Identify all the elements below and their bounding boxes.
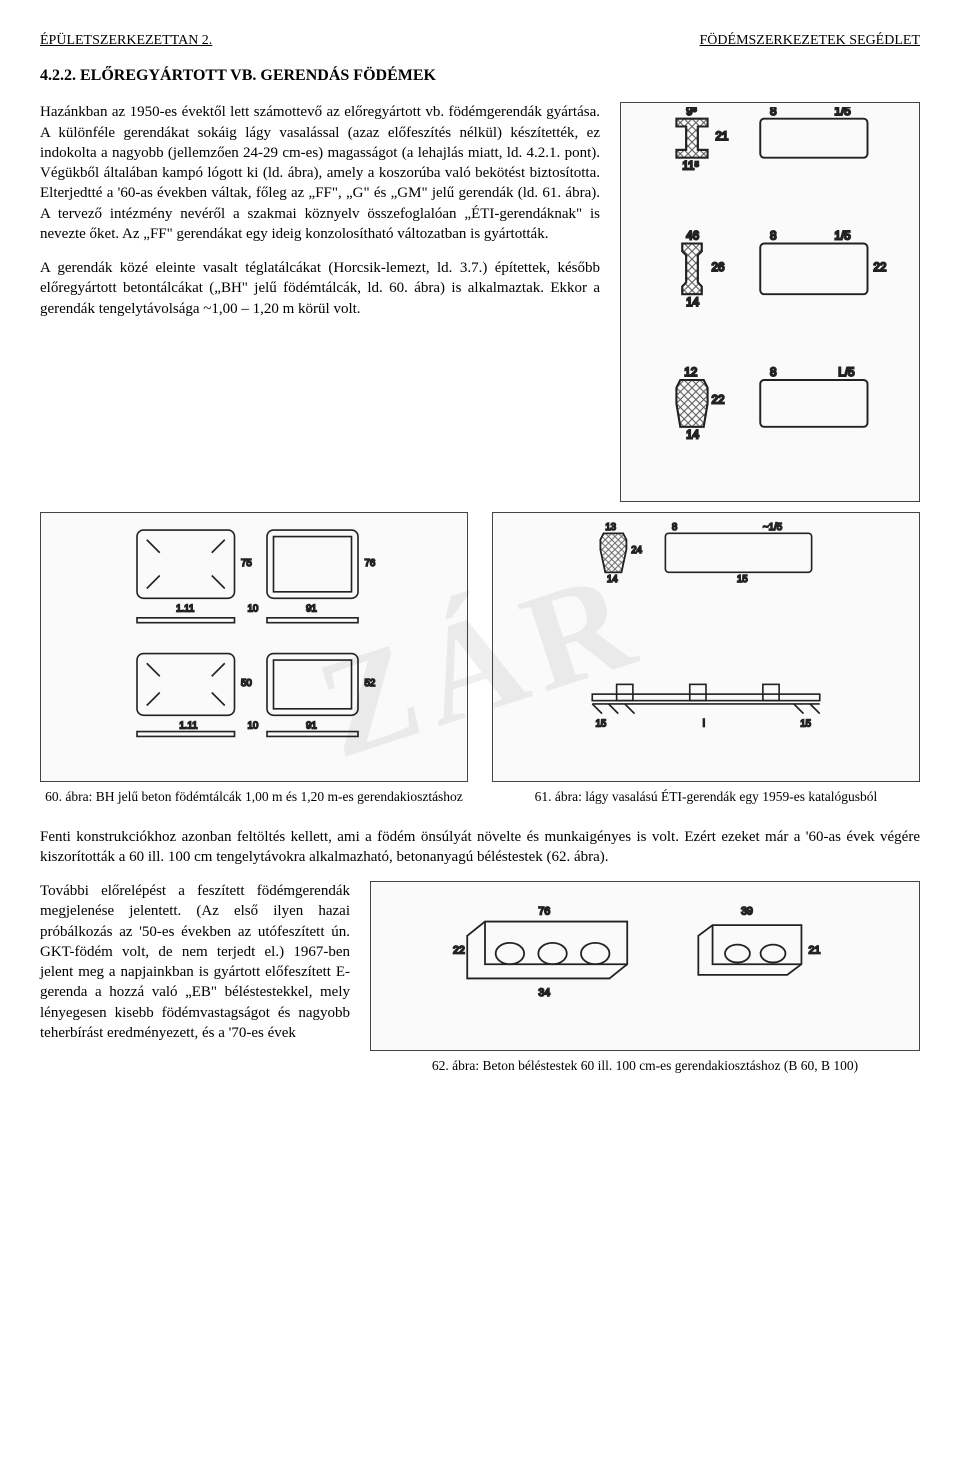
svg-text:14: 14 (686, 296, 700, 309)
svg-text:46: 46 (686, 230, 699, 243)
svg-text:L/5: L/5 (838, 367, 855, 380)
figure-62-hollow-blocks: 76 22 34 39 21 (370, 881, 920, 1051)
svg-text:15: 15 (737, 574, 748, 585)
svg-text:1/5: 1/5 (834, 107, 851, 118)
svg-text:15: 15 (596, 719, 607, 730)
svg-text:13: 13 (605, 522, 616, 533)
svg-text:11⁵: 11⁵ (682, 160, 699, 173)
svg-text:22: 22 (453, 945, 465, 957)
svg-text:10: 10 (248, 721, 259, 732)
svg-text:8: 8 (770, 367, 777, 380)
svg-text:12: 12 (684, 367, 697, 380)
paragraph-2: A gerendák közé eleinte vasalt téglatálc… (40, 258, 600, 319)
svg-text:l: l (703, 719, 705, 730)
svg-text:10: 10 (248, 604, 259, 615)
header-left: ÉPÜLETSZERKEZETTAN 2. (40, 32, 212, 51)
svg-text:22: 22 (873, 261, 886, 274)
svg-text:1.11: 1.11 (179, 721, 197, 732)
svg-text:14: 14 (686, 429, 700, 442)
svg-text:1/5: 1/5 (834, 230, 851, 243)
figure-60-bh-slabs: 75 1.11 76 91 10 (40, 512, 468, 782)
paragraph-4: További előrelépést a feszített födémger… (40, 881, 350, 1043)
svg-text:15: 15 (800, 719, 811, 730)
svg-text:8: 8 (770, 107, 777, 118)
svg-text:14: 14 (607, 574, 618, 585)
paragraph-3: Fenti konstrukciókhoz azonban feltöltés … (40, 827, 920, 868)
header-right: FÖDÉMSZERKEZETEK SEGÉDLET (700, 32, 920, 51)
paragraph-1: Hazánkban az 1950-es évektől lett számot… (40, 102, 600, 244)
svg-text:9³: 9³ (686, 107, 697, 118)
figure-61-caption: 61. ábra: lágy vasalású ÉTI-gerendák egy… (492, 788, 920, 806)
svg-text:34: 34 (538, 987, 550, 999)
svg-text:21: 21 (809, 945, 821, 957)
svg-text:50: 50 (241, 678, 252, 689)
figure-61-eti-beams: 13 24 14 ~1/5 8 15 (492, 512, 920, 782)
svg-text:39: 39 (741, 906, 753, 918)
section-title: 4.2.2. ELŐREGYÁRTOTT VB. GERENDÁS FÖDÉME… (40, 65, 920, 87)
svg-text:22: 22 (712, 394, 725, 407)
svg-text:75: 75 (241, 558, 252, 569)
figure-right-beam-sections: 9³ 21 11⁵ 8 1/5 46 26 14 (620, 102, 920, 502)
svg-text:91: 91 (306, 721, 317, 732)
svg-text:26: 26 (712, 261, 725, 274)
svg-text:24: 24 (631, 545, 642, 556)
page-header: ÉPÜLETSZERKEZETTAN 2. FÖDÉMSZERKEZETEK S… (40, 32, 920, 51)
figure-62-caption: 62. ábra: Beton béléstestek 60 ill. 100 … (370, 1057, 920, 1075)
svg-text:8: 8 (672, 522, 677, 533)
svg-text:76: 76 (538, 906, 550, 918)
svg-text:76: 76 (365, 558, 376, 569)
svg-text:1.11: 1.11 (176, 604, 194, 615)
svg-text:21: 21 (715, 131, 728, 144)
svg-text:52: 52 (365, 678, 376, 689)
svg-text:8: 8 (770, 230, 777, 243)
figure-60-caption: 60. ábra: BH jelű beton födémtálcák 1,00… (40, 788, 468, 806)
svg-text:~1/5: ~1/5 (763, 522, 783, 533)
svg-text:91: 91 (306, 604, 317, 615)
